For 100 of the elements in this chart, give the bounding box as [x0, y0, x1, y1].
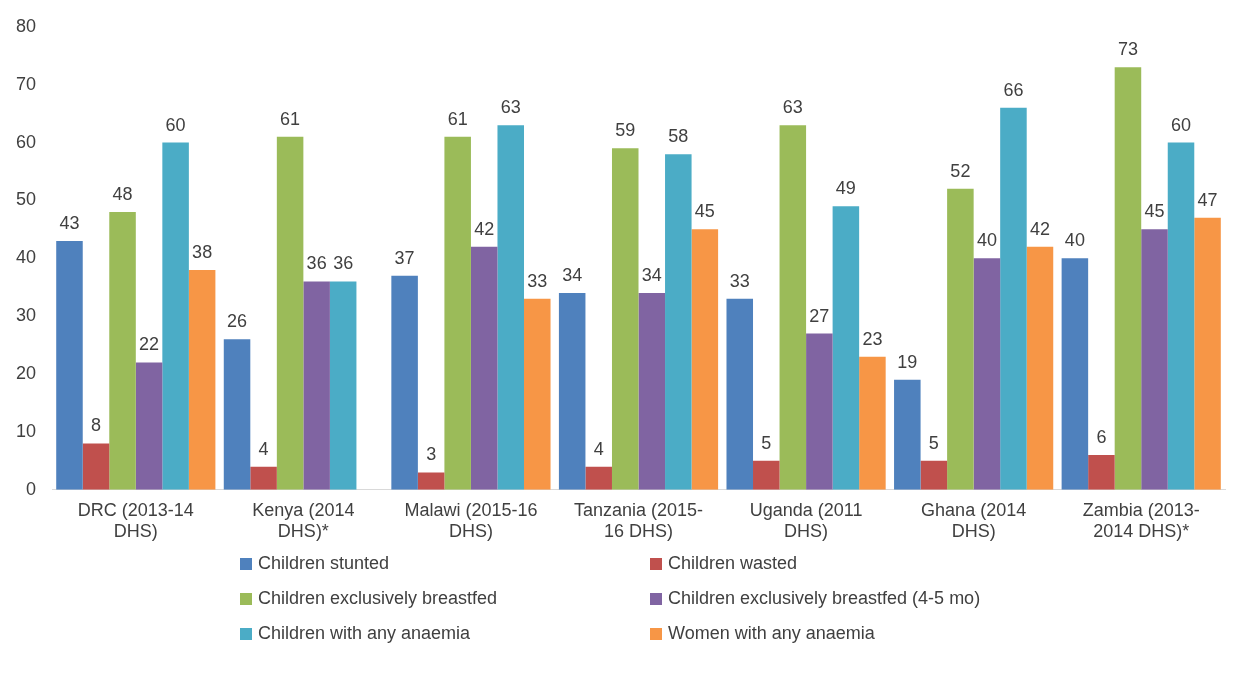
data-label: 8 — [91, 415, 102, 436]
x-tick-label: Kenya (2014 DHS)* — [252, 499, 355, 542]
bar — [832, 206, 860, 490]
data-label: 40 — [976, 230, 997, 251]
data-label: 63 — [782, 97, 803, 118]
data-label: 34 — [562, 264, 583, 285]
bar — [726, 298, 754, 490]
data-label: 59 — [615, 120, 636, 141]
bar — [806, 333, 833, 490]
y-tick-label: 20 — [15, 363, 37, 384]
y-tick-label: 10 — [15, 420, 37, 441]
bar — [303, 281, 330, 490]
x-tick-label: DRC (2013-14 DHS) — [77, 499, 194, 542]
y-tick-label: 40 — [15, 247, 37, 268]
y-tick-label: 70 — [15, 73, 37, 94]
data-label: 4 — [593, 438, 604, 459]
data-label: 4 — [258, 438, 269, 459]
bar — [1088, 455, 1115, 490]
bar — [691, 229, 719, 490]
legend-label: Children stunted — [258, 553, 390, 574]
data-label: 42 — [474, 218, 495, 239]
y-tick-label: 60 — [15, 131, 37, 152]
x-tick-label: Uganda (2011 DHS) — [749, 499, 863, 542]
data-label: 43 — [59, 212, 80, 233]
bar — [665, 154, 692, 490]
data-label: 73 — [1117, 39, 1138, 60]
data-label: 61 — [447, 108, 468, 129]
bar — [973, 258, 1001, 490]
data-label: 23 — [862, 328, 883, 349]
data-label: 38 — [192, 241, 213, 262]
bar — [920, 460, 948, 490]
bar — [947, 188, 974, 490]
data-label: 33 — [729, 270, 750, 291]
data-label: 6 — [1096, 427, 1107, 448]
data-label: 58 — [668, 126, 689, 147]
data-label: 37 — [394, 247, 415, 268]
bar — [276, 136, 304, 490]
bar — [135, 362, 163, 490]
data-label: 61 — [280, 108, 301, 129]
bar — [391, 275, 418, 490]
bar — [162, 142, 189, 490]
data-label: 42 — [1029, 218, 1050, 239]
data-label: 63 — [500, 97, 521, 118]
bar — [188, 269, 216, 490]
data-label: 22 — [139, 334, 160, 355]
y-tick-label: 80 — [15, 15, 37, 36]
bar — [859, 356, 886, 490]
data-label: 66 — [1003, 79, 1024, 100]
data-label: 5 — [928, 432, 939, 453]
y-tick-label: 30 — [15, 305, 37, 326]
bar — [894, 379, 921, 490]
data-label: 49 — [835, 178, 856, 199]
data-label: 52 — [950, 160, 971, 181]
bar — [1114, 67, 1142, 490]
legend-label: Women with any anaemia — [668, 623, 875, 644]
y-tick-label: 0 — [26, 478, 37, 499]
data-label: 45 — [1144, 201, 1165, 222]
bar — [779, 125, 807, 490]
data-label: 47 — [1197, 189, 1218, 210]
bar — [1167, 142, 1195, 490]
bar — [585, 466, 612, 490]
data-label: 40 — [1064, 230, 1085, 251]
bar — [1141, 229, 1168, 490]
bar — [524, 298, 551, 490]
bar — [223, 339, 251, 490]
data-label: 33 — [527, 270, 548, 291]
legend-label: Children wasted — [668, 553, 798, 574]
data-label: 60 — [165, 114, 186, 135]
data-label: 36 — [306, 253, 327, 274]
data-label: 45 — [694, 201, 715, 222]
legend-label: Children exclusively breastfed (4-5 mo) — [668, 588, 981, 609]
bar — [558, 293, 586, 490]
data-label: 5 — [761, 432, 772, 453]
bar — [1194, 217, 1221, 490]
bar — [1000, 107, 1027, 490]
x-tick-label: Zambia (2013-2014 DHS)* — [1082, 499, 1200, 542]
bar — [470, 246, 498, 490]
bar — [497, 125, 525, 490]
bar — [1061, 258, 1089, 490]
data-label: 3 — [426, 444, 437, 465]
legend-label: Children exclusively breastfed — [258, 588, 498, 609]
bar — [250, 466, 277, 490]
y-tick-label: 50 — [15, 189, 37, 210]
data-label: 36 — [333, 253, 354, 274]
data-label: 27 — [809, 305, 830, 326]
data-label: 48 — [112, 183, 133, 204]
data-label: 34 — [641, 264, 662, 285]
bar — [56, 240, 83, 490]
data-label: 19 — [897, 351, 918, 372]
bar — [638, 293, 666, 490]
data-label: 26 — [227, 311, 248, 332]
bar — [417, 472, 445, 490]
bar — [329, 281, 357, 490]
bar — [611, 148, 639, 490]
x-tick-label: Malawi (2015-16 DHS) — [404, 499, 538, 542]
bar — [109, 212, 136, 490]
bar — [753, 460, 780, 490]
legend-label: Children with any anaemia — [258, 623, 471, 644]
x-tick-label: Tanzania (2015-16 DHS) — [573, 499, 704, 542]
x-tick-label: Ghana (2014 DHS) — [921, 499, 1027, 542]
